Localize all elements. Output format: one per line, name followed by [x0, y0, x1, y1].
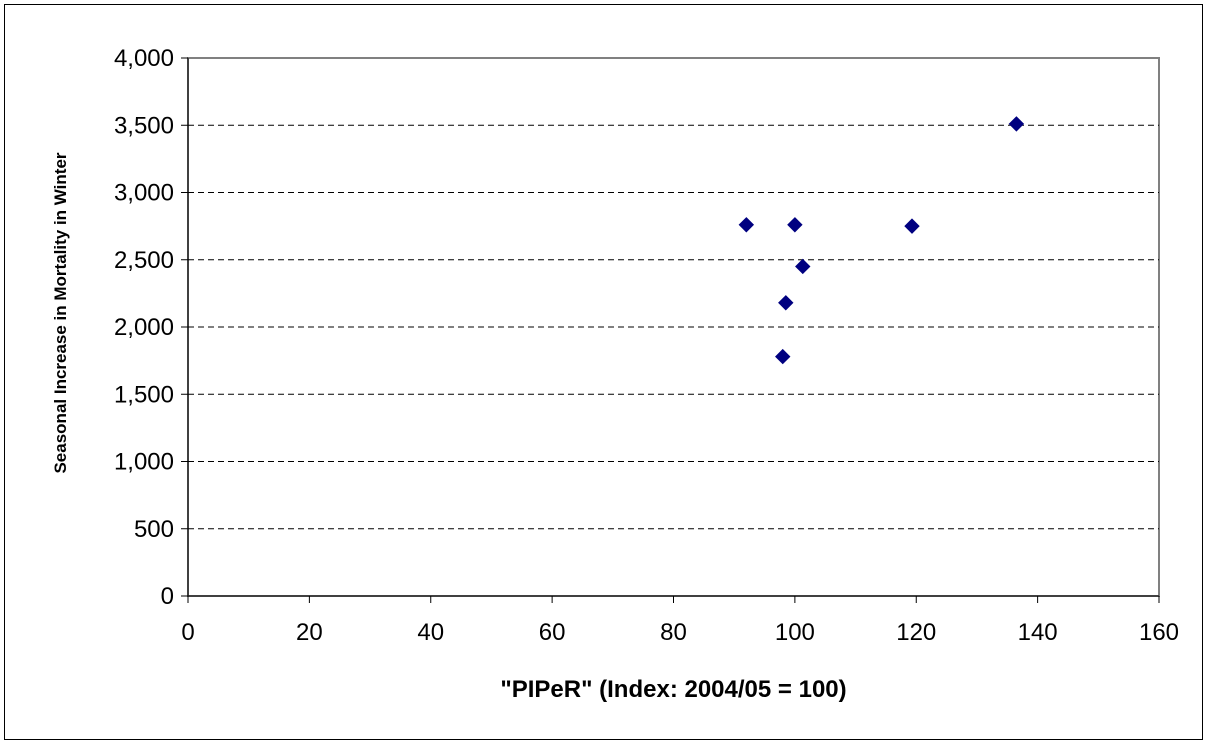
data-points — [738, 116, 1025, 365]
y-tick-label: 500 — [134, 516, 174, 543]
x-tick-label: 140 — [1018, 619, 1058, 646]
y-tick-label: 1,000 — [114, 449, 174, 476]
y-tick-label: 2,000 — [114, 314, 174, 341]
data-point — [778, 295, 794, 311]
x-tick-label: 40 — [417, 619, 444, 646]
y-tick-label: 3,500 — [114, 112, 174, 139]
y-axis-title: Seasonal Increase in Mortality in Winter — [51, 152, 70, 473]
x-tick-label: 100 — [775, 619, 815, 646]
data-point — [904, 218, 920, 234]
y-tick-label: 2,500 — [114, 247, 174, 274]
x-tick-label: 20 — [296, 619, 323, 646]
y-tick-label: 4,000 — [114, 45, 174, 72]
y-tick-label: 3,000 — [114, 180, 174, 207]
grid-lines — [188, 124, 1159, 530]
tick-marks — [181, 57, 1160, 603]
y-tick-label: 1,500 — [114, 381, 174, 408]
y-tick-label: 0 — [161, 583, 174, 610]
x-tick-label: 80 — [660, 619, 687, 646]
data-point — [795, 258, 811, 275]
x-tick-label: 160 — [1139, 619, 1179, 646]
data-point — [787, 217, 803, 233]
data-point — [738, 217, 755, 233]
data-point — [1008, 116, 1025, 132]
x-tick-label: 120 — [896, 619, 936, 646]
data-point — [775, 348, 791, 365]
x-tick-label: 60 — [539, 619, 566, 646]
x-tick-label: 0 — [181, 619, 194, 646]
x-tick-labels: 0 20 40 60 80 100 120 140 160 — [181, 619, 1179, 646]
x-axis-title: "PIPeR" (Index: 2004/05 = 100) — [500, 676, 846, 703]
y-tick-labels: 0 500 1,000 1,500 2,000 2,500 3,000 3,500 4,000 — [114, 45, 174, 610]
